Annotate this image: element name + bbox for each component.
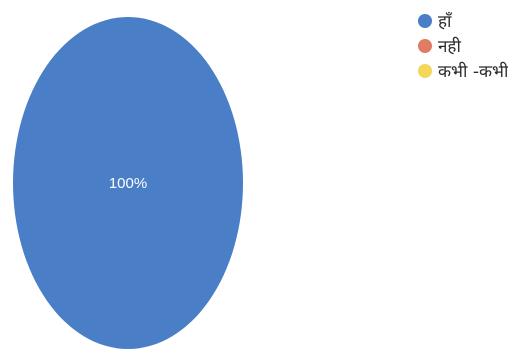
chart-legend: हाँ नही कभी -कभी bbox=[418, 11, 508, 82]
pie-slice-1 bbox=[13, 17, 243, 349]
legend-label-2: नही bbox=[438, 36, 461, 57]
pie-data-labels: 100% bbox=[109, 175, 147, 192]
pie-slice-1-label: 100% bbox=[109, 175, 147, 192]
legend-label-1: हाँ bbox=[438, 11, 452, 32]
legend-marker-3 bbox=[418, 64, 432, 78]
legend-label-3: कभी -कभी bbox=[438, 61, 508, 82]
legend-marker-1 bbox=[418, 14, 432, 28]
legend-marker-2 bbox=[418, 39, 432, 53]
pie-slices bbox=[13, 17, 243, 349]
